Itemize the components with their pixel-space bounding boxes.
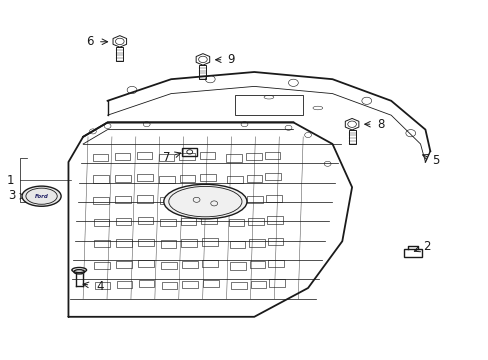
Bar xyxy=(180,196,196,203)
Bar xyxy=(93,219,109,226)
Bar xyxy=(230,282,246,289)
Bar xyxy=(161,262,177,269)
Bar xyxy=(201,195,216,202)
Text: 2: 2 xyxy=(422,240,430,253)
Bar xyxy=(246,175,262,182)
Bar xyxy=(229,241,244,248)
Bar xyxy=(250,281,265,288)
Bar xyxy=(116,239,131,247)
Text: 7: 7 xyxy=(162,151,170,164)
Bar xyxy=(138,280,154,287)
Bar xyxy=(161,240,176,248)
Bar xyxy=(265,195,281,202)
Bar xyxy=(93,175,108,183)
Bar xyxy=(247,196,263,203)
Bar xyxy=(137,217,153,224)
Bar xyxy=(160,219,176,226)
Bar xyxy=(227,198,243,205)
Bar xyxy=(199,65,206,79)
Bar xyxy=(162,282,177,289)
Bar xyxy=(94,262,110,269)
Bar xyxy=(138,239,153,246)
Bar xyxy=(348,130,355,144)
Bar xyxy=(264,152,280,159)
Bar xyxy=(200,152,215,159)
Bar xyxy=(181,239,197,247)
Ellipse shape xyxy=(163,184,246,219)
Bar xyxy=(268,279,284,287)
Bar xyxy=(245,153,261,160)
Bar xyxy=(248,239,264,247)
Text: 5: 5 xyxy=(431,154,439,167)
Bar xyxy=(93,197,109,204)
Bar xyxy=(159,176,175,183)
Bar xyxy=(202,238,217,246)
Bar xyxy=(265,173,281,180)
Ellipse shape xyxy=(22,186,61,206)
Bar xyxy=(114,153,130,160)
Bar xyxy=(230,262,245,270)
Text: 6: 6 xyxy=(85,35,93,48)
Bar xyxy=(226,154,242,162)
Bar xyxy=(182,281,198,288)
Bar xyxy=(182,261,197,268)
Text: 1: 1 xyxy=(7,174,15,186)
Bar xyxy=(181,218,196,225)
Bar xyxy=(116,281,132,288)
Bar xyxy=(136,152,152,159)
Text: 9: 9 xyxy=(226,53,234,66)
Bar xyxy=(201,217,217,224)
Text: 8: 8 xyxy=(376,118,384,131)
Bar xyxy=(404,249,421,257)
Bar xyxy=(115,175,130,182)
Bar xyxy=(200,174,216,181)
Bar xyxy=(137,195,153,203)
Bar xyxy=(182,148,197,156)
Bar xyxy=(159,154,174,161)
Bar xyxy=(92,154,108,161)
Text: Ford: Ford xyxy=(35,194,48,199)
Bar xyxy=(228,219,244,226)
Bar xyxy=(137,174,152,181)
Bar xyxy=(116,47,123,61)
Bar xyxy=(234,95,303,115)
Bar xyxy=(94,240,109,247)
Bar xyxy=(248,218,264,225)
Bar xyxy=(179,153,195,160)
Bar xyxy=(115,196,131,203)
Bar xyxy=(249,261,265,268)
Text: 4: 4 xyxy=(96,280,104,293)
Bar xyxy=(138,260,154,267)
Bar xyxy=(203,280,218,287)
Bar xyxy=(202,260,218,267)
Bar xyxy=(160,197,175,204)
Bar xyxy=(180,175,195,182)
Bar xyxy=(227,176,243,183)
Bar xyxy=(266,216,282,224)
Bar xyxy=(94,282,110,289)
Text: 3: 3 xyxy=(8,189,16,202)
Bar xyxy=(267,238,283,245)
Bar xyxy=(115,218,131,225)
Bar xyxy=(268,260,284,267)
Bar xyxy=(116,261,132,268)
